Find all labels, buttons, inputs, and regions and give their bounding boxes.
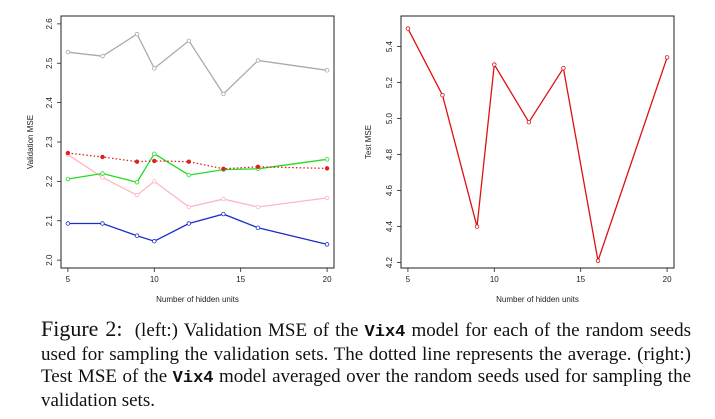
data-point	[186, 204, 192, 210]
caption-part1: (left:) Validation MSE of the	[134, 320, 359, 341]
series-line-0	[407, 28, 668, 262]
data-point	[664, 55, 670, 60]
y-tick-label: 2.0	[45, 254, 54, 266]
y-tick-label: 2.6	[45, 18, 54, 30]
y-tick-label: 5.2	[385, 76, 394, 88]
y-tick-label: 5.4	[385, 40, 394, 52]
caption-part2: model for each of the random seeds used …	[41, 320, 692, 387]
x-tick-label: 20	[323, 275, 332, 284]
x-tick-label: 15	[576, 275, 585, 284]
data-point	[324, 166, 330, 171]
data-point	[186, 38, 192, 44]
data-point	[100, 53, 105, 59]
data-point	[152, 158, 157, 164]
x-tick-label: 10	[490, 275, 499, 284]
data-point	[65, 150, 71, 156]
data-point	[324, 157, 330, 162]
y-tick-label: 2.5	[45, 57, 54, 69]
data-point	[65, 221, 71, 226]
y-axis-label: Test MSE	[364, 125, 373, 159]
y-tick-label: 4.8	[385, 148, 394, 160]
x-tick-label: 15	[236, 275, 245, 284]
data-point	[152, 66, 157, 71]
data-point	[255, 204, 261, 210]
data-point	[152, 239, 157, 244]
data-point	[134, 192, 140, 198]
data-point	[526, 119, 532, 125]
data-point	[100, 171, 105, 176]
data-point	[561, 65, 566, 71]
data-point	[440, 92, 445, 98]
data-point	[152, 179, 157, 184]
data-point	[492, 62, 497, 67]
data-point	[100, 221, 105, 226]
series-line-2	[67, 152, 328, 183]
x-axis-label: Number of hidden units	[496, 295, 579, 304]
data-point	[186, 172, 192, 178]
data-point	[186, 159, 192, 164]
y-tick-label: 4.4	[385, 220, 394, 232]
data-point	[65, 50, 71, 55]
data-point	[134, 159, 140, 164]
series-line-4	[67, 152, 328, 170]
data-point	[595, 258, 601, 263]
data-point	[221, 166, 226, 171]
caption-model-name-1: Vix4	[364, 323, 406, 342]
series-line-0	[67, 33, 328, 96]
data-point	[474, 224, 480, 229]
x-tick-label: 20	[663, 275, 672, 284]
figure-caption: Figure 2: (left:) Validation MSE of the …	[41, 318, 691, 412]
y-tick-label: 2.2	[45, 175, 54, 187]
data-point	[100, 175, 105, 180]
data-point	[324, 68, 330, 73]
y-tick-label: 2.1	[45, 215, 54, 227]
data-point	[65, 176, 71, 182]
data-point	[255, 58, 261, 63]
data-point	[152, 151, 157, 157]
caption-figure-label: Figure 2:	[41, 316, 123, 341]
data-point	[405, 26, 411, 31]
validation-mse-panel: 5 10 15 20 2.0 2.1 2.2 2.3 2.4 2.5 2.6 Number of hi…	[26, 15, 335, 304]
y-tick-label: 4.6	[385, 184, 394, 196]
data-point	[324, 195, 330, 201]
data-point	[100, 154, 105, 160]
caption-model-name-2: Vix4	[172, 369, 214, 388]
y-tick-label: 2.4	[45, 97, 54, 109]
y-tick-label: 2.3	[45, 136, 54, 148]
y-tick-label: 5.0	[385, 112, 394, 124]
data-point	[221, 91, 226, 97]
series-line-1	[67, 154, 328, 208]
data-point	[134, 233, 140, 238]
data-point	[324, 242, 330, 247]
series-line-3	[67, 213, 328, 246]
data-point	[221, 196, 226, 202]
data-point	[134, 31, 140, 37]
x-tick-label: 5	[406, 275, 411, 284]
data-point	[221, 211, 226, 217]
y-tick-label: 4.2	[385, 256, 394, 268]
data-point	[255, 164, 261, 170]
x-axis-label: Number of hidden units	[156, 295, 239, 304]
data-point	[255, 225, 261, 231]
caption-part3: model averaged over the random seeds use…	[41, 366, 691, 411]
plot-frame	[400, 15, 675, 269]
x-tick-label: 5	[66, 275, 71, 284]
data-point	[134, 179, 140, 185]
x-tick-label: 10	[150, 275, 159, 284]
test-mse-panel: 5 10 15 20 4.2 4.4 4.6 4.8 5.0 5.2 5.4 Number of hi…	[364, 15, 675, 304]
data-point	[186, 221, 192, 226]
y-axis-label: Validation MSE	[26, 115, 35, 169]
